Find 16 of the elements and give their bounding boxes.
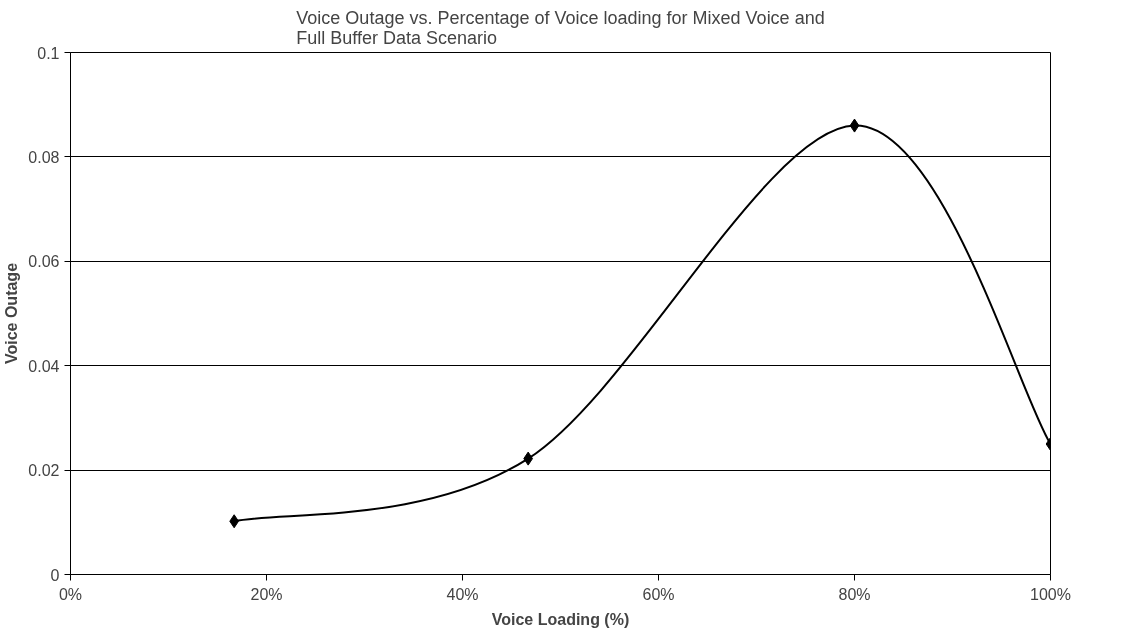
- x-tick-label: 20%: [250, 585, 283, 603]
- y-tick-label: 0: [50, 566, 60, 584]
- y-tick-label: 0.02: [28, 462, 60, 480]
- x-tick-label: 0%: [58, 585, 83, 603]
- x-axis-title: Voice Loading (%): [491, 610, 630, 628]
- x-tick-label: 40%: [446, 585, 479, 603]
- point: [849, 118, 860, 133]
- x-tick-label: 60%: [642, 585, 675, 603]
- y-tick-label: 0.08: [28, 148, 60, 166]
- y-tick-label: 0.1: [37, 44, 60, 62]
- y-tick-label: 0.04: [28, 357, 60, 375]
- y-axis-title: Voice Outage: [3, 262, 21, 365]
- x-tick-label: 100%: [1030, 585, 1071, 603]
- y-tick-label: 0.06: [28, 253, 60, 271]
- x-tick-label: 80%: [838, 585, 871, 603]
- chart-title: Voice Outage vs. Percentage of Voice loading for Mixed Voice and Full Buffer Data Scenario: [296, 7, 825, 48]
